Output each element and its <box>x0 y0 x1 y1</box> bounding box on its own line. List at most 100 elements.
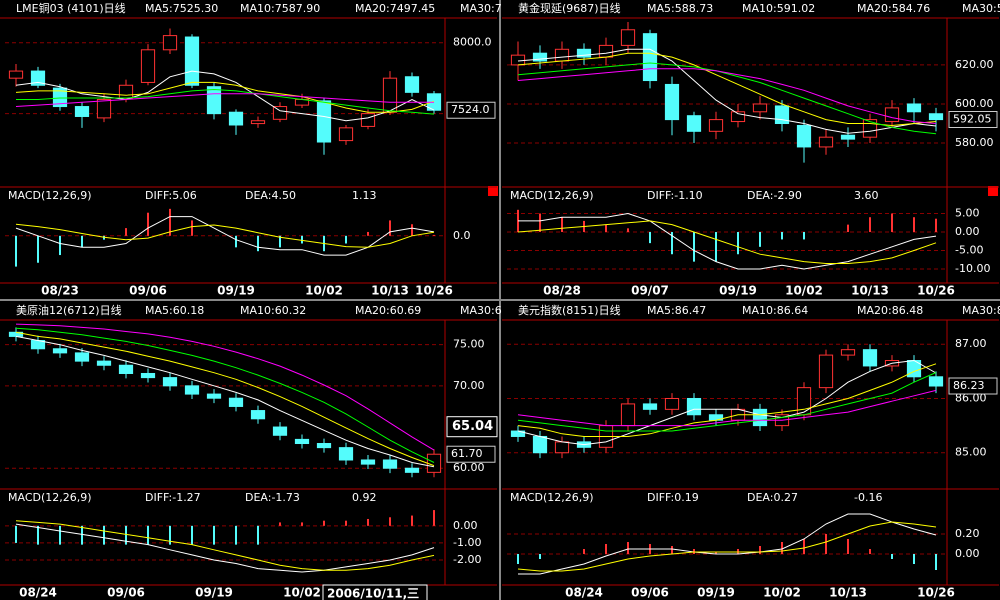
last-price-box <box>446 101 496 119</box>
candle-body <box>294 438 310 445</box>
candle-body <box>338 447 354 461</box>
macd-diff: DIFF:-1.10 <box>647 189 703 202</box>
ma-line <box>15 335 435 468</box>
y-tick-label: -5.00 <box>955 244 983 257</box>
candle-body <box>360 459 376 465</box>
x-tick-label: 10/02 <box>785 284 823 298</box>
candle-body <box>510 54 526 66</box>
y-tick-label: 75.00 <box>453 338 485 351</box>
candle-body <box>140 49 156 83</box>
candle-body <box>250 120 266 125</box>
candle-body <box>74 352 90 362</box>
candle-body <box>664 83 680 121</box>
ma-label: MA30:7 <box>460 2 502 15</box>
last-price-box <box>948 111 998 129</box>
y-tick-label: 0.00 <box>955 225 980 238</box>
ma-line <box>15 70 435 122</box>
x-tick-label: 10/13 <box>851 284 889 298</box>
candle-body <box>642 33 658 82</box>
candle-body <box>184 36 200 86</box>
candle-body <box>206 86 222 115</box>
macd-title: MACD(12,26,9) <box>8 189 92 202</box>
ma-label: MA10:591.02 <box>742 2 815 15</box>
ma-line <box>517 372 937 432</box>
macd-dea-line <box>517 521 937 572</box>
y-tick-label: 600.00 <box>955 97 994 110</box>
candle-body <box>576 48 592 58</box>
ma-label: MA30:5 <box>962 2 1000 15</box>
x-tick-label: 09/19 <box>217 284 255 298</box>
marker <box>988 186 998 196</box>
candle-body <box>118 84 134 99</box>
x-tick-label: 09/06 <box>107 586 145 600</box>
macd-diff-line <box>518 212 937 270</box>
y-tick-label: 580.00 <box>955 136 994 149</box>
ma-label: MA30:6 <box>460 304 502 317</box>
y-tick-label: 0.0 <box>453 229 471 242</box>
cursor-box <box>446 416 498 438</box>
x-tick-label: 10/02 <box>283 586 321 600</box>
macd-title: MACD(12,26,9) <box>8 491 92 504</box>
ma-line <box>517 48 937 134</box>
candle-body <box>928 376 944 387</box>
candle-body <box>664 397 680 410</box>
chart-title: LME铜03 (4101)日线 <box>16 1 126 15</box>
y-tick-label: 8000.0 <box>453 36 492 49</box>
cursor-value: 65.04 <box>452 419 493 434</box>
ma-line <box>517 389 937 427</box>
macd-title: MACD(12,26,9) <box>510 189 594 202</box>
x-tick-label: 10/02 <box>763 586 801 600</box>
last-price: 592.05 <box>953 113 992 126</box>
candle-body <box>532 52 548 62</box>
candle-body <box>228 111 244 126</box>
candle-body <box>96 98 112 119</box>
macd-title: MACD(12,26,9) <box>510 491 594 504</box>
candle-body <box>360 113 376 127</box>
x-tick-label: 10/13 <box>829 586 867 600</box>
macd-diff: DIFF:0.19 <box>647 491 699 504</box>
last-price-box <box>446 445 496 463</box>
candle-body <box>554 48 570 62</box>
candle-body <box>818 354 834 389</box>
x-tick-label: 08/28 <box>543 284 581 298</box>
candle-body <box>272 106 288 120</box>
candle-body <box>642 403 658 410</box>
candle-body <box>554 441 570 454</box>
macd-dea: DEA:-1.73 <box>245 491 300 504</box>
y-tick-label: 87.00 <box>955 337 987 350</box>
candle-body <box>686 397 702 416</box>
y-tick-label: -2.00 <box>453 553 481 566</box>
candle-body <box>840 134 856 140</box>
candle-body <box>162 35 178 51</box>
macd-diff-line <box>15 523 435 573</box>
y-tick-label: 0.00 <box>453 519 478 532</box>
last-price: 61.70 <box>451 447 483 460</box>
macd-dea: DEA:-2.90 <box>747 189 802 202</box>
candle-body <box>250 410 266 420</box>
macd-diff: DIFF:-1.27 <box>145 491 201 504</box>
candle-body <box>686 115 702 132</box>
y-tick-label: 86.00 <box>955 391 987 404</box>
candle-body <box>74 106 90 117</box>
y-tick-label: 85.00 <box>955 446 987 459</box>
x-tick-label: 10/26 <box>917 586 955 600</box>
ma-line <box>517 359 937 446</box>
x-tick-label: 08/23 <box>41 284 79 298</box>
ma-line <box>517 62 937 135</box>
candle-body <box>620 29 636 46</box>
x-tick-label: 10/26 <box>917 284 955 298</box>
candle-body <box>532 435 548 454</box>
candle-body <box>404 467 420 473</box>
cursor-date-box <box>322 584 428 600</box>
macd-dea: DEA:0.27 <box>747 491 798 504</box>
candle-body <box>96 360 112 366</box>
ma-label: MA5:60.18 <box>145 304 204 317</box>
candle-body <box>8 70 24 79</box>
candle-body <box>404 76 420 93</box>
x-tick-label: 09/19 <box>697 586 735 600</box>
y-tick-label: 0.20 <box>955 527 980 540</box>
candle-body <box>52 348 68 354</box>
y-tick-label: 60.00 <box>453 461 485 474</box>
